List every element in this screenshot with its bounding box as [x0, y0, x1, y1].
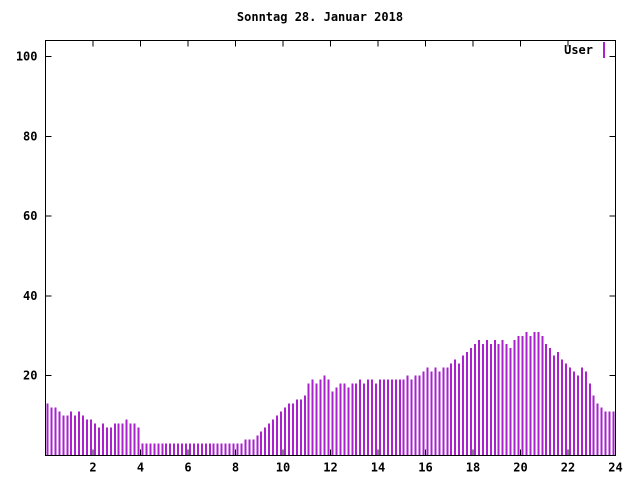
- x-tick-label: 20: [513, 461, 527, 475]
- y-tick-label: 80: [23, 129, 37, 143]
- x-tick-label: 8: [232, 461, 239, 475]
- x-tick-label: 18: [466, 461, 480, 475]
- y-tick-label: 40: [23, 289, 37, 303]
- x-tick-label: 6: [184, 461, 191, 475]
- x-tick-label: 2: [89, 461, 96, 475]
- chart-title: Sonntag 28. Januar 2018: [236, 10, 404, 24]
- legend-line-sample: [603, 42, 605, 58]
- x-tick-label: 22: [561, 461, 575, 475]
- legend-label: User: [564, 43, 593, 57]
- y-tick-label: 20: [23, 369, 37, 383]
- y-tick-label: 100: [16, 49, 38, 63]
- x-tick-label: 14: [371, 461, 385, 475]
- y-tick-label: 60: [23, 209, 37, 223]
- x-tick-label: 24: [608, 461, 622, 475]
- x-tick-label: 10: [276, 461, 290, 475]
- x-tick-label: 16: [418, 461, 432, 475]
- legend: User: [505, 42, 605, 58]
- x-tick-label: 4: [137, 461, 144, 475]
- x-tick-label: 12: [323, 461, 337, 475]
